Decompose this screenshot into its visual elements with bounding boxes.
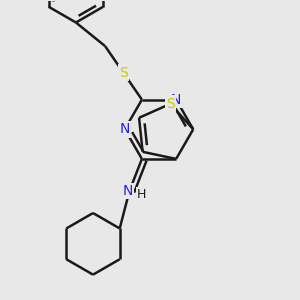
Text: N: N xyxy=(171,93,181,106)
Text: N: N xyxy=(120,122,130,136)
Text: S: S xyxy=(166,97,175,111)
Text: N: N xyxy=(122,184,133,198)
Text: H: H xyxy=(136,188,146,201)
Text: S: S xyxy=(119,66,128,80)
